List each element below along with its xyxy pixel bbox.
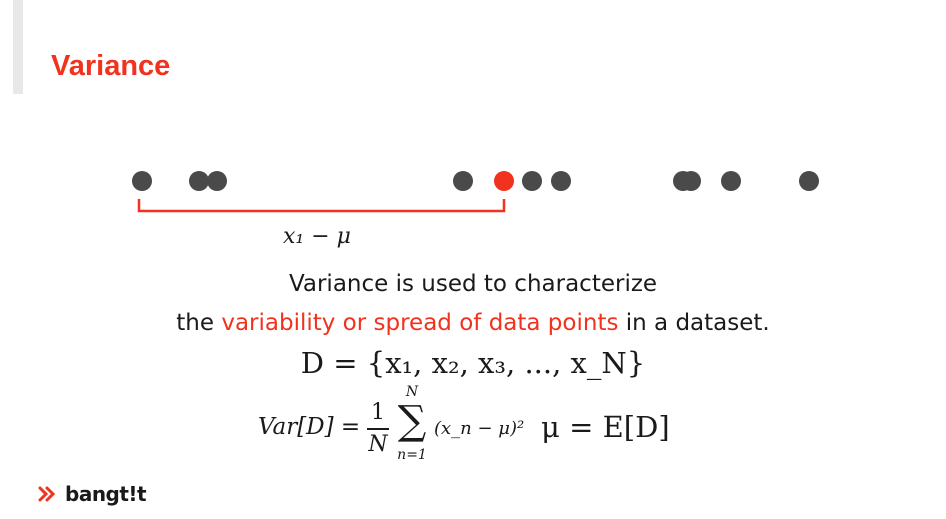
data-point <box>189 171 209 191</box>
caption-pre: the <box>176 310 222 336</box>
bracket-label: x₁ − μ <box>283 224 351 249</box>
sum-body: (x_n − μ)² <box>434 418 525 439</box>
data-point <box>207 171 227 191</box>
data-point <box>681 171 701 191</box>
fraction-numerator: 1 <box>371 400 385 425</box>
data-point <box>799 171 819 191</box>
fraction-bar <box>367 428 389 430</box>
data-point <box>522 171 542 191</box>
data-point <box>453 171 473 191</box>
caption-highlight: variability or spread of data points <box>221 310 619 336</box>
mean-equation: μ = E[D] <box>541 410 670 444</box>
data-point <box>721 171 741 191</box>
highlighted-data-point <box>494 171 514 191</box>
sum-upper-limit: N <box>405 384 419 400</box>
accent-bar <box>13 0 23 94</box>
data-point <box>132 171 152 191</box>
caption-line-2: the variability or spread of data points… <box>0 310 946 336</box>
slide-title: Variance <box>51 50 171 82</box>
caption-post: in a dataset. <box>618 310 770 336</box>
bangkit-logo-icon <box>38 486 56 502</box>
dataset-equation: D = {x₁, x₂, x₃, ..., x_N} <box>300 346 646 380</box>
logo-text: bangt!t <box>65 482 147 506</box>
sum-lower-limit: n=1 <box>397 447 427 463</box>
data-point <box>551 171 571 191</box>
data-points <box>132 171 819 191</box>
range-bracket <box>137 199 506 213</box>
fraction-denominator: N <box>368 432 388 457</box>
sigma-symbol: ∑ <box>397 398 427 444</box>
variance-lhs: Var[D] = <box>258 414 361 440</box>
caption-line-1: Variance is used to characterize <box>288 271 658 297</box>
dot-plot <box>132 171 819 213</box>
